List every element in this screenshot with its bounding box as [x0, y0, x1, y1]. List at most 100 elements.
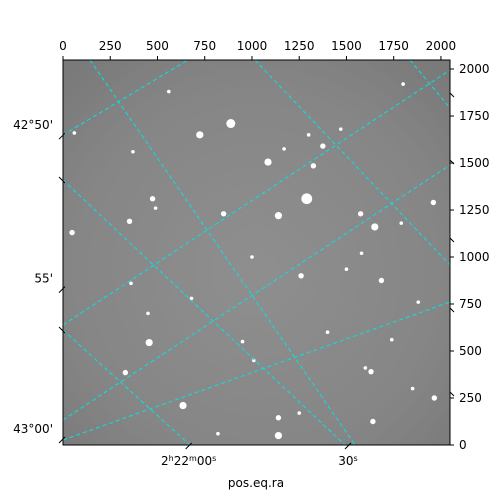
star: [126, 218, 133, 224]
world-tick: [58, 326, 66, 334]
star: [189, 296, 194, 301]
star: [325, 330, 330, 335]
grid-line: [63, 60, 189, 136]
right-tick-label: 1750: [459, 109, 490, 123]
world-tick: [449, 159, 455, 165]
star: [306, 133, 311, 137]
star: [250, 255, 254, 259]
grid-line: [409, 60, 450, 109]
star: [179, 401, 187, 410]
world-tick: [58, 176, 66, 184]
star: [167, 89, 171, 94]
dec-tick: [58, 436, 66, 444]
grid-line: [254, 60, 450, 266]
dec-tick-label: 42°50': [13, 118, 53, 132]
dec-tick: [58, 132, 66, 140]
world-tick: [449, 92, 455, 98]
top-pixel-axis: 0 250 500 750 1000 1250 1500 1750 2000: [59, 39, 456, 60]
star: [131, 149, 135, 154]
star: [301, 193, 313, 205]
image-area: [63, 60, 450, 445]
grid-line: [63, 329, 191, 445]
star: [389, 337, 394, 342]
grid-line: [63, 179, 346, 445]
star: [416, 300, 421, 304]
coordinate-grid: [63, 60, 450, 445]
ra-axis: 2h22m00s 30s: [161, 442, 358, 469]
ra-tick: [344, 442, 352, 450]
right-tick-label: 250: [459, 391, 482, 405]
top-tick-label: 750: [193, 39, 216, 53]
star: [298, 273, 304, 279]
dec-tick: [58, 286, 66, 293]
right-tick-label: 2000: [459, 62, 490, 76]
top-tick-label: 2000: [426, 39, 457, 53]
star: [149, 196, 156, 202]
star: [368, 368, 374, 375]
right-tick-label: 0: [459, 438, 467, 452]
x-axis-label: pos.eq.ra: [228, 476, 284, 490]
sky-noise: [63, 60, 450, 445]
ra-tick-label: 30s: [338, 454, 357, 469]
dec-tick-label: 55': [34, 272, 53, 286]
star: [371, 223, 379, 231]
star: [310, 163, 317, 169]
star: [282, 147, 286, 151]
star: [129, 281, 133, 286]
star: [274, 212, 283, 220]
star: [338, 127, 343, 131]
top-tick-label: 1500: [331, 39, 362, 53]
star: [72, 131, 77, 135]
star: [69, 229, 75, 236]
right-tick-label: 1250: [459, 203, 490, 217]
top-tick-label: 500: [146, 39, 169, 53]
star: [146, 311, 150, 316]
star: [357, 211, 364, 217]
star: [370, 418, 376, 425]
star: [431, 395, 438, 401]
top-tick-label: 1750: [378, 39, 409, 53]
right-tick-label: 1500: [459, 156, 490, 170]
star: [226, 119, 236, 129]
star: [359, 251, 364, 256]
grid-line: [63, 69, 450, 326]
right-tick-label: 500: [459, 344, 482, 358]
top-tick-label: 1000: [237, 39, 268, 53]
star: [320, 143, 326, 149]
right-tick-label: 1000: [459, 250, 490, 264]
star: [122, 369, 129, 376]
star: [363, 366, 368, 370]
dec-tick-label: 43°00': [13, 422, 53, 436]
star: [274, 432, 283, 440]
ra-tick: [185, 442, 193, 450]
star: [401, 82, 405, 86]
star: [378, 277, 385, 284]
star: [196, 131, 204, 139]
ra-tick-label: 2h22m00s: [161, 454, 216, 469]
star: [344, 267, 349, 272]
world-tick: [449, 307, 455, 313]
grid-line: [63, 164, 450, 421]
right-tick-label: 750: [459, 297, 482, 311]
star: [275, 415, 282, 421]
star: [410, 386, 415, 391]
star: [145, 338, 153, 347]
world-tick: [449, 391, 455, 397]
star-layer: [69, 82, 438, 440]
star: [430, 199, 437, 206]
star: [264, 158, 272, 166]
star: [399, 221, 404, 225]
star: [216, 431, 220, 436]
right-pixel-axis: 0 250 500 750 1000 1250 1500 1750 2000: [449, 62, 490, 452]
star: [297, 411, 302, 415]
star: [240, 339, 245, 344]
star: [252, 358, 256, 363]
world-tick: [449, 237, 455, 243]
grid-line: [63, 301, 450, 441]
axes-frame: [62, 59, 451, 446]
grid-line: [89, 60, 356, 445]
star: [153, 206, 158, 210]
dec-axis: 42°50' 55' 43°00': [13, 118, 66, 444]
top-tick-label: 250: [99, 39, 122, 53]
